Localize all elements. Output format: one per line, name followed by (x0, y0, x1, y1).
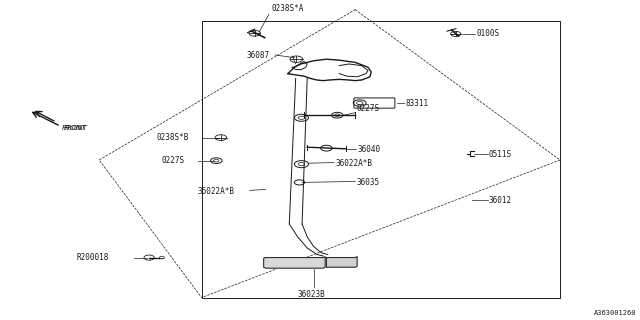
Text: 0100S: 0100S (476, 29, 499, 38)
Text: FRONT: FRONT (64, 125, 88, 131)
Text: 83311: 83311 (406, 100, 429, 108)
Text: R200018: R200018 (77, 253, 109, 262)
Text: 36022A*B: 36022A*B (197, 187, 234, 196)
Text: 0227S: 0227S (356, 104, 380, 113)
Text: 0227S: 0227S (161, 156, 184, 165)
Text: 36087: 36087 (246, 51, 269, 60)
Text: FRONT: FRONT (61, 125, 86, 132)
Text: 0238S*B: 0238S*B (157, 133, 189, 142)
Text: A363001260: A363001260 (595, 310, 637, 316)
Polygon shape (326, 257, 357, 267)
Text: 36040: 36040 (357, 145, 380, 154)
Text: 0511S: 0511S (489, 150, 512, 159)
Text: 36012: 36012 (489, 196, 512, 205)
Text: 36022A*B: 36022A*B (335, 159, 372, 168)
Polygon shape (264, 257, 325, 268)
Text: 36035: 36035 (356, 178, 380, 187)
Text: 36023B: 36023B (298, 290, 325, 299)
Text: 0238S*A: 0238S*A (272, 4, 305, 13)
